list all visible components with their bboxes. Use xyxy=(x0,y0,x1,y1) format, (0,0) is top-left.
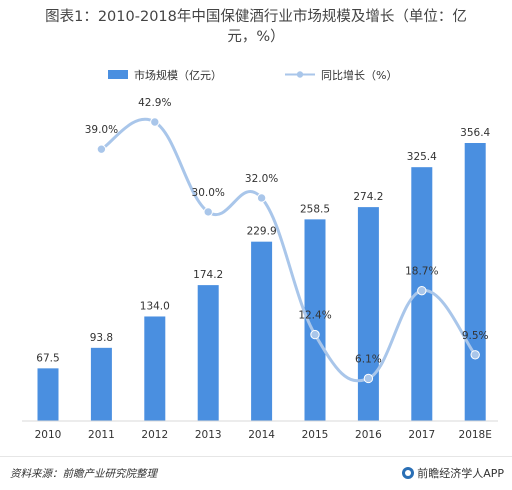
x-tick-2014: 2014 xyxy=(248,429,275,441)
combo-chart: 市场规模（亿元） 同比增长（%） 67.5 93.8 134.0 174.2 229.9… xyxy=(22,68,498,441)
growth-label-2013: 30.0% xyxy=(192,187,225,199)
growth-point-2018E xyxy=(470,350,480,360)
bar-value-labels: 67.5 93.8 134.0 174.2 229.9 258.5 274.2 325.4 35… xyxy=(36,127,490,364)
bar-2011 xyxy=(90,347,112,421)
growth-label-2018E: 9.5% xyxy=(462,330,489,342)
growth-point-2015 xyxy=(310,329,320,340)
growth-point-2013 xyxy=(203,207,213,217)
bar-2014 xyxy=(251,241,273,421)
chart-title-line-1: 图表1：2010-2018年中国保健酒行业市场规模及增长（单位：亿 xyxy=(45,9,467,25)
growth-point-2014 xyxy=(256,193,267,203)
bar-label-2013: 174.2 xyxy=(193,269,223,281)
bar-2012 xyxy=(144,316,166,421)
bar-2015 xyxy=(304,219,326,421)
growth-label-2017: 18.7% xyxy=(405,266,438,278)
legend-line-label: 同比增长（%） xyxy=(321,68,397,82)
bar-series xyxy=(37,143,486,421)
growth-label-2011: 39.0% xyxy=(85,124,118,136)
x-axis-tick-labels: 2010 2011 2012 2013 2014 2015 2016 2017 2018E xyxy=(35,429,492,441)
chart-title: 图表1：2010-2018年中国保健酒行业市场规模及增长（单位：亿 元，%） xyxy=(8,7,504,47)
bar-2016 xyxy=(357,207,379,421)
x-tick-2010: 2010 xyxy=(35,429,62,441)
growth-point-2016 xyxy=(363,373,374,384)
bar-label-2015: 258.5 xyxy=(300,203,330,215)
bar-2013 xyxy=(197,285,219,421)
bar-label-2014: 229.9 xyxy=(247,226,277,238)
growth-label-2015: 12.4% xyxy=(298,310,331,322)
growth-point-2017 xyxy=(417,285,427,296)
growth-point-2011 xyxy=(96,144,107,154)
bar-label-2011: 93.8 xyxy=(90,332,113,344)
x-tick-2013: 2013 xyxy=(195,429,222,441)
legend-line-marker xyxy=(296,71,304,78)
footer: 资料来源：前瞻产业研究院整理 前瞻经济学人APP xyxy=(0,456,512,490)
x-tick-2016: 2016 xyxy=(355,429,382,441)
brand-logo-icon xyxy=(402,467,415,479)
brand-name: 前瞻经济学人APP xyxy=(417,467,504,480)
bar-label-2017: 325.4 xyxy=(407,151,437,163)
bar-label-2016: 274.2 xyxy=(353,191,383,203)
x-tick-2015: 2015 xyxy=(302,429,329,441)
legend-bar-swatch xyxy=(108,70,128,79)
growth-label-2016: 6.1% xyxy=(355,353,382,365)
growth-point-2012 xyxy=(150,117,160,127)
x-tick-2011: 2011 xyxy=(88,429,115,441)
growth-line-series: 39.0% 42.9% 30.0% 32.0% 12.4% 6.1% 18.7% 9.5% xyxy=(85,97,489,384)
bar-label-2010: 67.5 xyxy=(36,352,59,364)
growth-label-2012: 42.9% xyxy=(138,97,171,109)
bar-label-2018E: 356.4 xyxy=(460,127,490,139)
x-tick-2018E: 2018E xyxy=(459,429,492,441)
brand: 前瞻经济学人APP xyxy=(402,465,504,481)
x-tick-2012: 2012 xyxy=(141,429,168,441)
legend: 市场规模（亿元） 同比增长（%） xyxy=(108,68,397,82)
growth-line xyxy=(99,117,477,383)
bar-2010 xyxy=(37,368,59,421)
bar-label-2012: 134.0 xyxy=(140,300,170,312)
legend-bar-label: 市场规模（亿元） xyxy=(134,68,222,82)
bar-2018E xyxy=(464,143,486,421)
growth-label-2014: 32.0% xyxy=(245,173,278,185)
x-tick-2017: 2017 xyxy=(408,429,435,441)
chart-title-line-2: 元，%） xyxy=(227,29,285,45)
source-note: 资料来源：前瞻产业研究院整理 xyxy=(10,468,157,480)
